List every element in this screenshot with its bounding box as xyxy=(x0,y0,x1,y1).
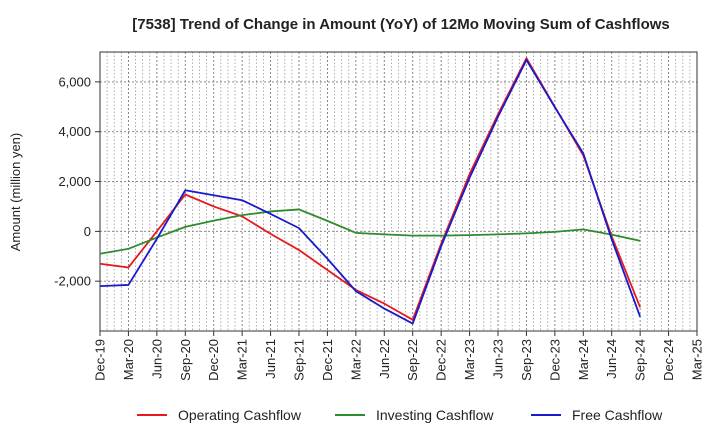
y-axis-label: Amount (million yen) xyxy=(8,133,23,252)
y-tick-label: -2,000 xyxy=(54,274,91,289)
legend: Operating Cashflow Investing Cashflow Free… xyxy=(137,407,663,423)
x-tick-label: Mar-22 xyxy=(348,339,363,380)
x-tick-label: Mar-24 xyxy=(576,339,591,380)
x-tick-label: Sep-22 xyxy=(405,339,420,381)
plot-area: -2,000 0 2,000 4,000 6,000 Dec-19 Mar-20 Jun-20… xyxy=(54,51,705,381)
chart-title: [7538] Trend of Change in Amount (YoY) o… xyxy=(132,16,670,33)
x-tick-label: Jun-24 xyxy=(604,339,619,379)
y-tick-label: 4,000 xyxy=(58,124,91,139)
x-tick-label: Dec-19 xyxy=(93,339,108,381)
x-tick-label: Dec-20 xyxy=(206,339,221,381)
free-cashflow-line xyxy=(99,59,641,325)
x-tick-label: Sep-21 xyxy=(292,339,307,381)
x-tick-label: Sep-20 xyxy=(178,339,193,381)
x-tick-label: Sep-23 xyxy=(519,339,534,381)
x-tick-label: Mar-25 xyxy=(690,339,705,380)
x-tick-label: Jun-23 xyxy=(491,339,506,379)
x-tick-label: Jun-21 xyxy=(263,339,278,379)
x-tick-label: Sep-24 xyxy=(633,339,648,381)
x-tick-label: Jun-20 xyxy=(149,339,164,379)
x-tick-label: Dec-22 xyxy=(434,339,449,381)
x-tick-label: Dec-23 xyxy=(547,339,562,381)
x-tick-label: Mar-23 xyxy=(462,339,477,380)
y-tick-label: 2,000 xyxy=(58,174,91,189)
y-tick-label: 6,000 xyxy=(58,74,91,89)
legend-label-free-cashflow: Free Cashflow xyxy=(572,407,663,423)
x-tick-label: Dec-21 xyxy=(320,339,335,381)
legend-label-investing-cashflow: Investing Cashflow xyxy=(376,407,494,423)
plot-frame xyxy=(99,51,698,332)
x-tick-label: Mar-21 xyxy=(235,339,250,380)
y-tick-label: 0 xyxy=(84,224,91,239)
x-tick-label: Dec-24 xyxy=(661,339,676,381)
legend-label-operating-cashflow: Operating Cashflow xyxy=(178,407,302,423)
x-tick-label: Mar-20 xyxy=(121,339,136,380)
investing-cashflow-line xyxy=(99,208,641,255)
x-tick-label: Jun-22 xyxy=(377,339,392,379)
